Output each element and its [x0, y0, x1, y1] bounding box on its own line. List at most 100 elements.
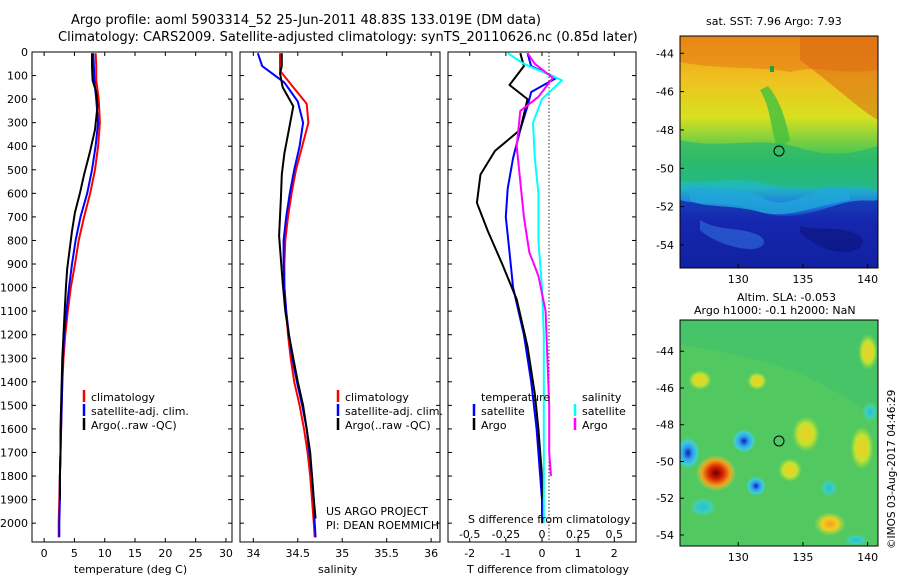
sla-lat-tick-label: -54 [656, 529, 674, 542]
difference-series-1 [475, 52, 543, 500]
temperature-axes [31, 51, 233, 543]
annotation-project: US ARGO PROJECT [326, 505, 428, 518]
sla-map [680, 320, 878, 546]
depth-tick-label: 1000 [0, 282, 28, 295]
sla-lat-tick-label: -50 [656, 455, 674, 468]
depth-tick-label: 500 [7, 164, 28, 177]
salinity-series-2 [278, 53, 317, 519]
difference-x-tick-label: -1 [500, 547, 511, 560]
difference-series-2 [507, 52, 563, 524]
sla-map-frame [679, 319, 879, 547]
depth-tick-label: 1100 [0, 305, 28, 318]
temperature-x-tick-label: 5 [71, 547, 78, 560]
temperature-x-tick-label: 15 [128, 547, 142, 560]
sla-lat-tick-label: -52 [656, 492, 674, 505]
sla-lon-tick-label: 135 [792, 551, 813, 564]
legend-diff-temperature-title: temperature [481, 391, 551, 404]
difference-ticks: -2 -1 0 1 2 -0.5 -0.25 0 0.25 0.5 [448, 51, 636, 560]
sst-map-frame [679, 35, 879, 269]
temperature-ticks: 0 5 10 15 20 25 300100200300400500600700800900… [0, 46, 233, 560]
argo-location-marker-sst [773, 145, 785, 157]
salinity-lines [256, 52, 317, 538]
legend-diff-salinity-satellite: satellite [582, 405, 626, 418]
sst-lon-tick-label: 130 [728, 273, 749, 286]
sla-lon-tick-label: 140 [857, 551, 878, 564]
figure-title-line1: Argo profile: aoml 5903314_52 25-Jun-201… [71, 13, 541, 28]
sla-lat-tick-label: -46 [656, 382, 674, 395]
sst-map-title: sat. SST: 7.96 Argo: 7.93 [706, 15, 842, 28]
imos-timestamp: ©IMOS 03-Aug-2017 04:46:29 [886, 389, 898, 549]
difference-series-3 [515, 52, 554, 477]
difference-x-top-tick-label: 0.25 [566, 528, 591, 541]
temperature-xlabel: temperature (deg C) [74, 563, 188, 576]
depth-tick-label: 900 [7, 258, 28, 271]
salinity-x-tick-label: 36 [424, 547, 438, 560]
difference-xlabel: T difference from climatology [467, 563, 629, 576]
depth-tick-label: 1600 [0, 423, 28, 436]
depth-tick-label: 200 [7, 93, 28, 106]
figure-title-line2: Climatology: CARS2009. Satellite-adjuste… [58, 30, 638, 45]
sst-lat-tick-label: -54 [656, 239, 674, 252]
difference-x-tick-label: 2 [611, 547, 618, 560]
salinity-x-tick-label: 34.5 [286, 547, 311, 560]
sla-lat-tick-label: -48 [656, 419, 674, 432]
difference-xlabel-top: S difference from climatology [468, 513, 631, 526]
depth-tick-label: 300 [7, 117, 28, 130]
depth-tick-label: 1200 [0, 329, 28, 342]
depth-tick-label: 700 [7, 211, 28, 224]
legend-diff-temperature-satellite: satellite [481, 405, 525, 418]
depth-tick-label: 2000 [0, 517, 28, 530]
sst-lat-tick-label: -48 [656, 124, 674, 137]
depth-tick-label: 1400 [0, 376, 28, 389]
sst-lat-tick-label: -52 [656, 201, 674, 214]
sst-map [680, 36, 878, 268]
legend-salinity-argo: Argo(..raw -QC) [345, 419, 431, 432]
difference-x-tick-label: 1 [575, 547, 582, 560]
sla-lat-tick-label: -44 [656, 345, 674, 358]
legend-diff-temperature-argo: Argo [481, 419, 507, 432]
salinity-ticks: 34 34.5 35 35.5 36 [240, 51, 440, 560]
temperature-x-tick-label: 30 [219, 547, 233, 560]
depth-tick-label: 1700 [0, 446, 28, 459]
salinity-panel: 34 34.5 35 35.5 36 [239, 51, 441, 560]
depth-tick-label: 800 [7, 234, 28, 247]
sst-lon-tick-label: 135 [792, 273, 813, 286]
salinity-axes [239, 51, 441, 543]
salinity-x-tick-label: 35.5 [374, 547, 399, 560]
depth-tick-label: 600 [7, 187, 28, 200]
difference-x-top-tick-label: 0.5 [606, 528, 624, 541]
temperature-lines [57, 53, 101, 538]
salinity-xlabel: salinity [318, 563, 358, 576]
sst-lat-tick-label: -44 [656, 47, 674, 60]
temperature-x-tick-label: 0 [41, 547, 48, 560]
legend-temperature-satellite: satellite-adj. clim. [91, 405, 189, 418]
legend-diff-salinity-argo: Argo [582, 419, 608, 432]
sla-lon-tick-label: 130 [728, 551, 749, 564]
depth-tick-label: 1900 [0, 494, 28, 507]
difference-x-tick-label: -2 [464, 547, 475, 560]
temperature-x-tick-label: 10 [98, 547, 112, 560]
temperature-x-tick-label: 25 [189, 547, 203, 560]
salinity-x-tick-label: 34 [246, 547, 260, 560]
difference-x-top-tick-label: 0 [539, 528, 546, 541]
difference-lines [475, 52, 563, 524]
difference-panel: -2 -1 0 1 2 -0.5 -0.25 0 0.25 0.5 [447, 51, 637, 560]
sla-map-title-line1: Altim. SLA: -0.053 [737, 291, 837, 304]
legend-salinity-climatology: climatology [345, 391, 409, 404]
legend-temperature-argo: Argo(..raw -QC) [91, 419, 177, 432]
depth-tick-label: 1500 [0, 399, 28, 412]
sst-lat-tick-label: -46 [656, 86, 674, 99]
legend-diff-salinity-title: salinity [582, 391, 622, 404]
difference-x-tick-label: 0 [539, 547, 546, 560]
depth-tick-label: 400 [7, 140, 28, 153]
sst-lon-tick-label: 140 [857, 273, 878, 286]
difference-x-top-tick-label: -0.25 [492, 528, 520, 541]
sla-map-title-line2: Argo h1000: -0.1 h2000: NaN [694, 304, 856, 317]
depth-tick-label: 100 [7, 70, 28, 83]
depth-tick-label: 1800 [0, 470, 28, 483]
difference-series-0 [504, 52, 558, 524]
difference-x-top-tick-label: -0.5 [459, 528, 480, 541]
temperature-series-2 [58, 53, 99, 500]
sst-lat-tick-label: -50 [656, 162, 674, 175]
